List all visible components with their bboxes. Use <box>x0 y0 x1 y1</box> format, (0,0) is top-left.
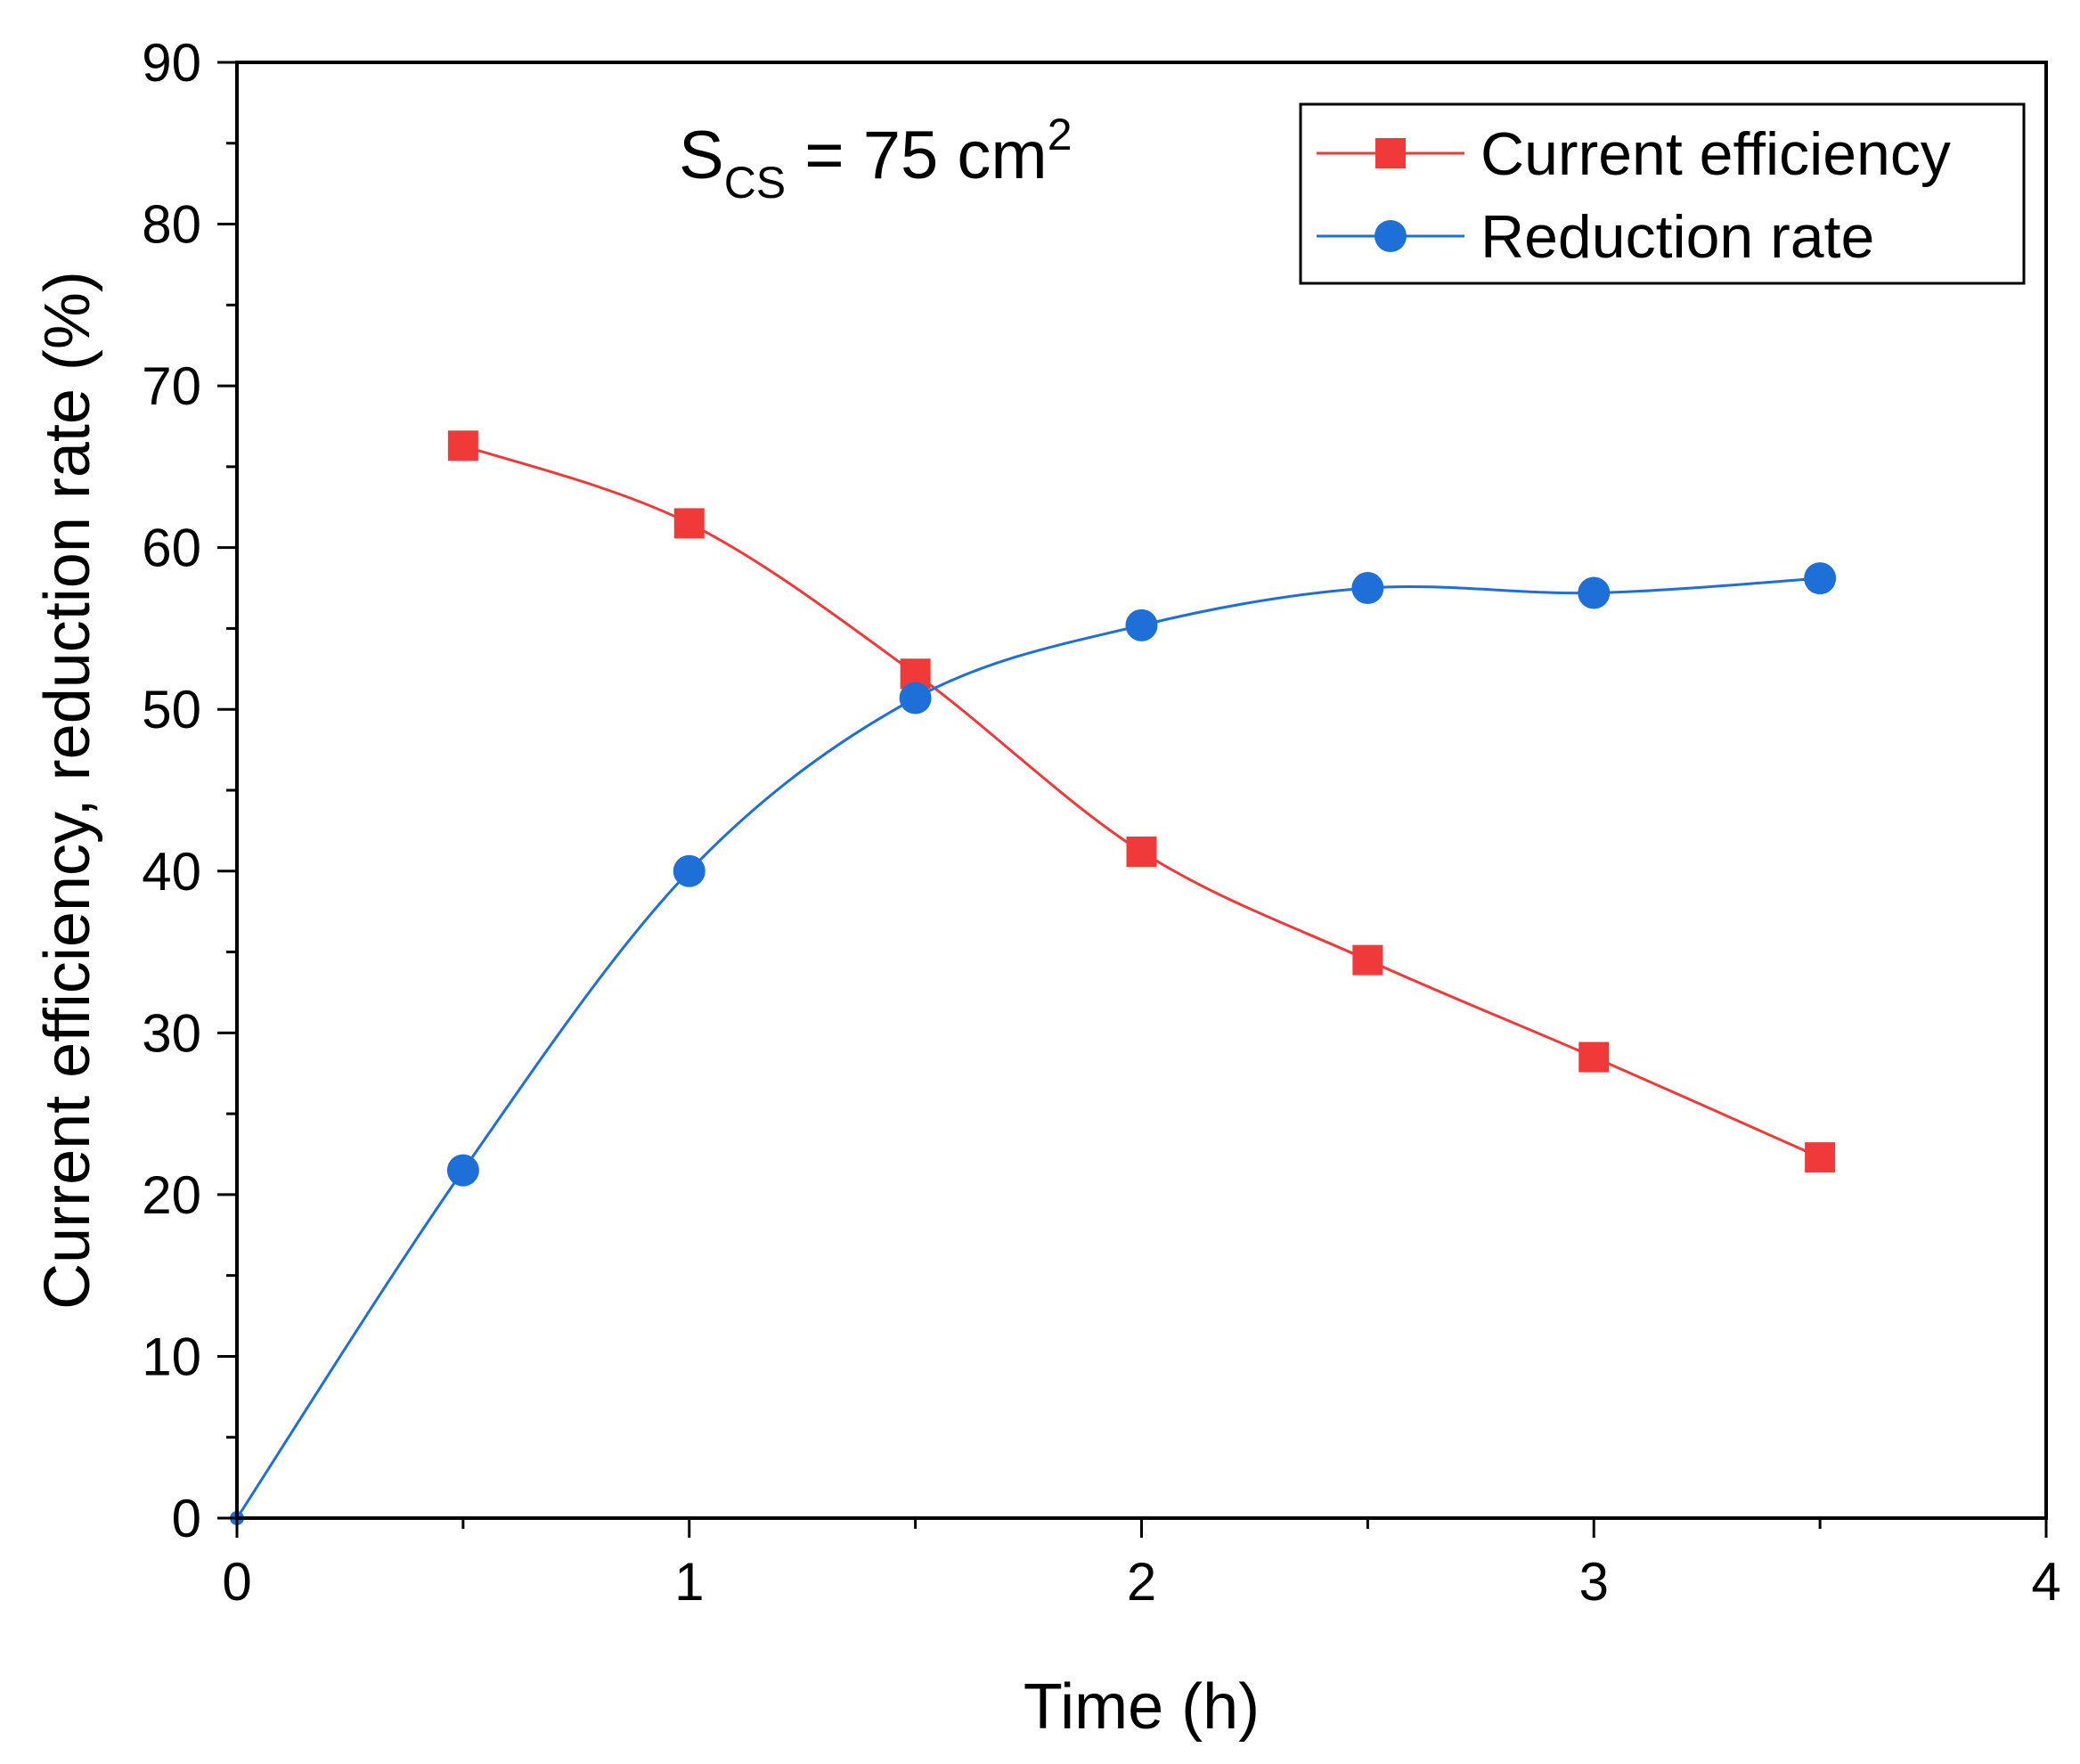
x-tick-label: 3 <box>1579 1552 1609 1612</box>
data-point-reduction-rate <box>899 682 932 715</box>
series-markers <box>230 430 1837 1525</box>
annotation-symbol: S <box>679 118 724 193</box>
y-tick-label: 60 <box>142 519 201 578</box>
data-point-reduction-rate <box>1578 576 1611 609</box>
y-tick-label: 10 <box>142 1327 201 1386</box>
data-point-current-efficiency <box>1352 944 1383 976</box>
data-point-current-efficiency <box>1578 1041 1610 1073</box>
legend-marker-reduction-rate <box>1374 220 1407 252</box>
x-tick-label: 4 <box>2031 1552 2060 1612</box>
legend-box <box>1299 102 2026 285</box>
y-tick-label: 50 <box>142 680 201 739</box>
data-point-reduction-rate <box>446 1154 479 1187</box>
x-tick-label: 0 <box>222 1552 251 1612</box>
data-point-reduction-rate <box>1125 608 1158 641</box>
y-tick-label: 80 <box>142 195 201 255</box>
x-tick-label: 2 <box>1127 1552 1156 1612</box>
legend: Current efficiency Reduction rate <box>1299 102 2026 285</box>
legend-label-reduction-rate: Reduction rate <box>1480 203 1874 271</box>
data-point-current-efficiency <box>1126 836 1157 867</box>
y-tick-label: 70 <box>142 356 201 416</box>
x-tick-label: 1 <box>674 1552 704 1612</box>
series-lines <box>235 444 1821 1519</box>
y-axis-title: Current efficiency, reduction rate (%) <box>32 271 103 1310</box>
y-tick-label: 20 <box>142 1165 201 1225</box>
annotation-superscript: 2 <box>1048 110 1073 159</box>
x-axis-title: Time (h) <box>1024 1671 1260 1743</box>
legend-label-current-efficiency: Current efficiency <box>1480 120 1951 188</box>
data-point-reduction-rate <box>673 854 706 887</box>
y-tick-label: 30 <box>142 1003 201 1063</box>
surface-area-annotation: SCS = 75 cm2 <box>679 110 1073 208</box>
y-tick-label: 0 <box>172 1489 201 1548</box>
data-point-current-efficiency <box>447 430 478 461</box>
data-point-reduction-rate <box>1351 572 1384 605</box>
data-point-current-efficiency <box>673 508 705 539</box>
y-tick-label: 90 <box>142 33 201 93</box>
legend-marker-current-efficiency <box>1375 138 1406 168</box>
annotation-subscript: CS <box>724 158 786 208</box>
data-point-current-efficiency <box>1805 1142 1836 1173</box>
y-tick-label: 40 <box>142 842 201 902</box>
data-point-reduction-rate <box>1804 562 1837 595</box>
series-line-current-efficiency <box>462 444 1821 1159</box>
annotation-value: = 75 cm <box>786 118 1048 193</box>
